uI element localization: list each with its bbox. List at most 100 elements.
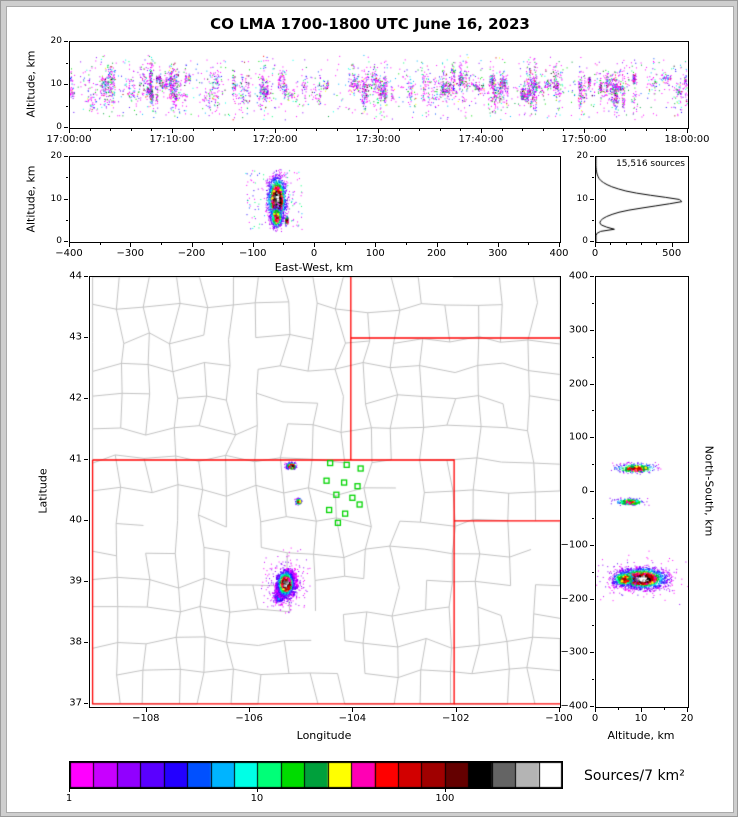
tick-mark <box>84 458 88 460</box>
tick-mark <box>645 129 647 131</box>
tick-label: −100 <box>560 539 588 551</box>
eastwest-height-scatter-canvas <box>70 157 560 242</box>
tick-mark <box>405 243 407 245</box>
tick-mark <box>84 519 88 521</box>
tick-mark <box>66 177 68 179</box>
tick-mark <box>64 198 68 200</box>
tick-mark <box>501 129 503 131</box>
tick-mark <box>542 129 544 131</box>
tick-mark <box>444 789 446 792</box>
tick-mark <box>145 708 147 712</box>
tick-mark <box>316 129 318 131</box>
tick-label: 17:30:00 <box>355 134 401 145</box>
time-height-scatter-canvas <box>70 42 688 128</box>
tick-mark <box>172 129 173 133</box>
tick-mark <box>357 129 359 131</box>
tick-mark <box>69 129 70 133</box>
tick-mark <box>590 491 594 492</box>
tick-mark <box>656 243 658 245</box>
tick-mark <box>595 243 596 247</box>
tick-mark <box>84 702 88 704</box>
tick-label: −200 <box>560 593 588 604</box>
tick-mark <box>256 789 258 792</box>
tick-label: 0 <box>582 236 588 246</box>
tick-mark <box>375 243 377 247</box>
tick-label: 200 <box>568 378 588 389</box>
tick-mark <box>590 156 594 157</box>
tick-mark <box>64 241 68 242</box>
tick-mark <box>590 544 594 546</box>
tick-mark <box>66 62 68 64</box>
tick-label: 17:40:00 <box>458 134 504 145</box>
tick-mark <box>592 219 594 221</box>
tick-label: −102 <box>441 713 470 724</box>
source-count-annotation: 15,516 sources <box>616 159 685 169</box>
tick-mark <box>610 243 612 245</box>
tick-label: 17:20:00 <box>252 134 298 145</box>
tick-label: 40 <box>69 514 82 526</box>
panel-eastwest-height <box>69 156 561 243</box>
tick-mark <box>69 789 70 792</box>
tick-mark <box>592 177 594 179</box>
tick-mark <box>64 156 68 157</box>
tick-mark <box>522 129 524 131</box>
tick-mark <box>671 243 673 247</box>
tick-mark <box>64 127 68 128</box>
tick-label: −100 <box>545 713 573 724</box>
tick-mark <box>559 708 560 712</box>
tick-mark <box>641 243 642 245</box>
tick-mark <box>252 243 254 247</box>
tick-mark <box>336 129 338 131</box>
tick-mark <box>295 129 297 131</box>
tick-label: 38 <box>69 636 82 648</box>
tick-mark <box>460 129 462 131</box>
tick-mark <box>254 129 256 131</box>
tick-mark <box>590 329 594 331</box>
tick-mark <box>592 356 594 358</box>
tick-mark <box>563 129 565 131</box>
tick-mark <box>592 679 594 681</box>
tick-mark <box>592 625 594 627</box>
tick-mark <box>590 241 594 242</box>
panel-time-height <box>69 41 689 129</box>
figure-page: CO LMA 1700-1800 UTC June 16, 2023 Altit… <box>6 6 734 813</box>
tick-mark <box>618 708 619 710</box>
tick-label: −108 <box>132 713 160 724</box>
tick-mark <box>592 464 594 466</box>
tick-label: 10 <box>576 193 588 204</box>
tick-label: 39 <box>69 575 82 587</box>
tick-mark <box>528 243 530 245</box>
tick-label: 0 <box>56 236 62 246</box>
tick-mark <box>592 410 594 412</box>
tick-mark <box>590 706 594 707</box>
tick-mark <box>275 129 276 133</box>
tick-label: 10 <box>50 193 62 204</box>
tick-mark <box>666 129 668 131</box>
tick-mark <box>664 708 665 710</box>
tick-label: 20 <box>680 713 694 724</box>
tick-mark <box>84 641 88 643</box>
tick-label: 18:00:00 <box>664 134 710 145</box>
tick-label: −200 <box>177 248 206 259</box>
tick-label: 100 <box>365 248 385 259</box>
tick-mark <box>84 397 88 399</box>
map-xlabel: Longitude <box>296 729 352 742</box>
time-height-ylabel: Altitude, km <box>24 50 38 118</box>
tick-mark <box>481 129 482 133</box>
northsouth-height-xlabel: Altitude, km <box>607 729 675 742</box>
tick-label: −400 <box>560 700 588 712</box>
tick-mark <box>84 336 88 338</box>
colorbar-canvas <box>70 762 562 788</box>
tick-mark <box>595 708 596 712</box>
tick-mark <box>592 302 594 304</box>
tick-label: −400 <box>55 248 83 259</box>
tick-mark <box>110 129 112 131</box>
tick-mark <box>233 129 235 131</box>
tick-mark <box>130 243 132 247</box>
tick-mark <box>84 276 88 277</box>
tick-label: −300 <box>116 248 144 259</box>
tick-mark <box>592 517 594 519</box>
tick-mark <box>590 652 594 654</box>
tick-mark <box>130 129 132 131</box>
tick-mark <box>436 243 438 247</box>
